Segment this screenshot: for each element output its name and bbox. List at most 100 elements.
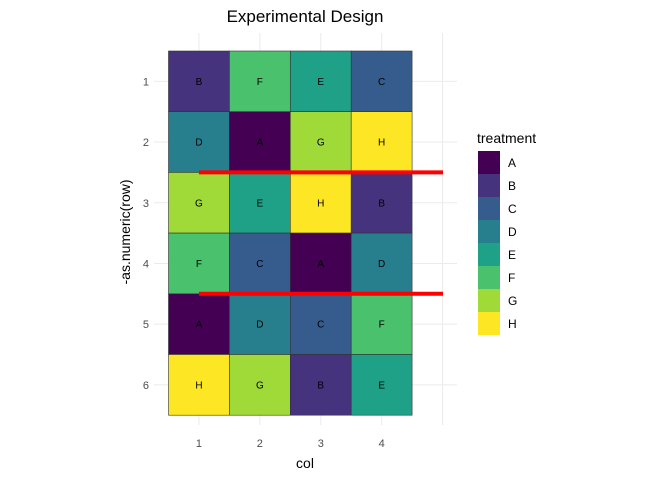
legend-label: G: [508, 294, 517, 308]
design-cell: C: [229, 232, 291, 295]
legend-key: [478, 312, 500, 335]
legend-key: [478, 243, 500, 266]
legend-label: C: [508, 202, 517, 216]
cell-label: A: [317, 259, 324, 270]
cell-tile: [350, 50, 413, 113]
legend-key: [478, 220, 500, 243]
cell-tile: [289, 354, 352, 416]
cell-tile: [350, 172, 413, 234]
legend-label: A: [508, 156, 516, 170]
design-cell: A: [229, 111, 291, 173]
legend-label: D: [508, 225, 517, 239]
legend-entry: E: [478, 243, 516, 266]
legend-entry: D: [478, 220, 517, 243]
design-cell: E: [229, 172, 291, 234]
legend-label: E: [508, 248, 516, 262]
design-cell: A: [289, 232, 352, 295]
legend-label: H: [508, 317, 517, 331]
x-axis-title: col: [296, 455, 314, 471]
legend-entry: F: [478, 266, 515, 289]
cell-tile: [229, 354, 291, 416]
design-cell: B: [289, 354, 352, 416]
cell-label: G: [317, 138, 325, 149]
design-cell: F: [168, 232, 230, 295]
cell-label: D: [195, 138, 202, 149]
design-cell: C: [289, 293, 352, 355]
y-axis-title: -as.numeric(row): [117, 179, 133, 284]
treatment-cells: B F E C D A G H G E H B F C A D A D C F H G B E: [168, 50, 413, 416]
design-cell: H: [289, 172, 352, 234]
design-cell: B: [168, 50, 230, 113]
x-tick-label: 2: [257, 438, 263, 450]
cell-tile: [350, 293, 413, 355]
legend-label: F: [508, 271, 515, 285]
legend-entry: A: [478, 151, 516, 174]
design-cell: E: [289, 50, 352, 113]
cell-label: A: [257, 138, 264, 149]
cell-tile: [168, 111, 230, 173]
legend-key: [478, 289, 500, 312]
legend-entry: B: [478, 174, 516, 197]
cell-label: C: [317, 320, 324, 331]
design-cell: C: [350, 50, 413, 113]
legend-entry: H: [478, 312, 517, 335]
cell-tile: [168, 232, 230, 295]
cell-label: H: [317, 198, 324, 209]
cell-label: C: [256, 259, 263, 270]
legend-title: treatment: [477, 130, 536, 146]
y-tick-label: 4: [143, 258, 149, 270]
legend-entry: G: [478, 289, 517, 312]
legend-key: [478, 197, 500, 220]
y-tick-label: 2: [143, 137, 149, 149]
design-cell: F: [350, 293, 413, 355]
design-cell: D: [229, 293, 291, 355]
cell-label: B: [196, 77, 203, 88]
y-tick-label: 1: [143, 76, 149, 88]
y-axis-ticks: 1 2 3 4 5 6: [143, 76, 149, 392]
cell-tile: [289, 111, 352, 173]
cell-tile: [289, 172, 352, 234]
y-tick-label: 3: [143, 198, 149, 210]
block-divider-lines: [198, 170, 443, 296]
cell-label: B: [378, 198, 385, 209]
design-cell: A: [168, 293, 230, 355]
cell-label: H: [378, 138, 385, 149]
legend-key: [478, 266, 500, 289]
design-cell: E: [350, 354, 413, 416]
design-cell: G: [168, 172, 230, 234]
cell-tile: [168, 50, 230, 113]
design-cell: G: [289, 111, 352, 173]
cell-tile: [289, 232, 352, 295]
cell-label: H: [195, 380, 202, 391]
x-tick-label: 3: [318, 438, 324, 450]
cell-label: A: [196, 320, 203, 331]
design-cell: D: [350, 232, 413, 295]
cell-tile: [229, 172, 291, 234]
cell-label: E: [378, 380, 385, 391]
cell-tile: [289, 293, 352, 355]
x-axis-ticks: 1 2 3 4: [196, 438, 385, 450]
cell-tile: [350, 232, 413, 295]
cell-tile: [229, 232, 291, 295]
cell-label: F: [196, 259, 202, 270]
legend-key: [478, 151, 500, 174]
design-cell: F: [229, 50, 291, 113]
cell-label: G: [256, 380, 264, 391]
design-cell: H: [168, 354, 230, 416]
cell-label: E: [317, 77, 324, 88]
cell-label: E: [257, 198, 264, 209]
cell-label: D: [378, 259, 385, 270]
cell-label: F: [257, 77, 263, 88]
cell-label: G: [195, 198, 203, 209]
cell-tile: [289, 50, 352, 113]
legend-key: [478, 174, 500, 197]
x-tick-label: 1: [196, 438, 202, 450]
cell-tile: [168, 354, 230, 416]
design-cell: G: [229, 354, 291, 416]
y-tick-label: 5: [143, 319, 149, 331]
legend-entry: C: [478, 197, 517, 220]
y-tick-label: 6: [143, 380, 149, 392]
